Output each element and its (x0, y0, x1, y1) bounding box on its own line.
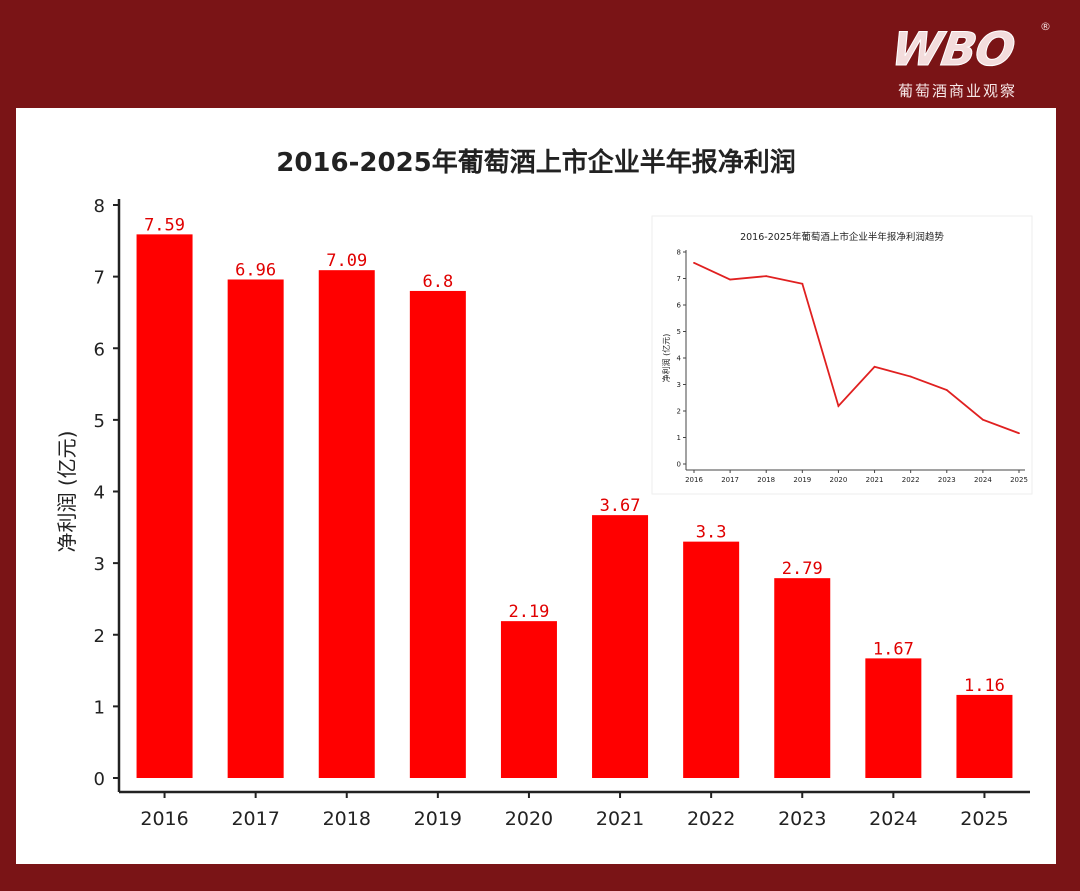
inset-y-tick-label: 8 (677, 249, 681, 257)
x-tick-label: 2024 (869, 808, 917, 830)
y-axis-label: 净利润 (亿元) (55, 431, 79, 553)
inset-x-tick-label: 2016 (685, 476, 703, 484)
y-tick-label: 1 (94, 697, 105, 718)
bar (774, 578, 831, 778)
x-tick-label: 2025 (960, 808, 1008, 830)
bar-value-label: 7.09 (326, 251, 367, 271)
inset-y-tick-label: 3 (677, 381, 681, 389)
inset-data-point (909, 375, 912, 378)
x-tick-label: 2016 (140, 808, 188, 830)
inset-y-tick-label: 4 (677, 355, 682, 363)
inset-data-point (801, 282, 804, 285)
y-tick-label: 0 (94, 769, 105, 790)
y-tick-label: 8 (94, 196, 105, 217)
inset-data-point (945, 389, 948, 391)
brand-logo-mark: WBO (888, 22, 1018, 77)
bar-value-label: 3.67 (600, 496, 641, 516)
bar (409, 290, 466, 778)
bar (956, 694, 1013, 778)
inset-x-tick-label: 2018 (757, 476, 775, 484)
main-bar-chart: 2016-2025年葡萄酒上市企业半年报净利润 0 1 2 3 4 5 6 7 8 净利润 (亿元)… (55, 147, 1030, 830)
bar (683, 541, 740, 778)
y-tick-label: 7 (94, 268, 105, 289)
inset-data-point (837, 405, 840, 407)
x-tick-label: 2018 (323, 808, 371, 830)
inset-background (651, 215, 1033, 495)
y-tick-label: 4 (94, 483, 105, 504)
y-tick-label: 6 (94, 339, 105, 360)
inset-x-tick-label: 2025 (1010, 476, 1028, 484)
brand-logo: WBO ® 葡萄酒商业观察 (880, 18, 1060, 104)
inset-y-tick-label: 0 (677, 461, 681, 469)
registered-mark: ® (1040, 20, 1051, 33)
inset-x-tick-label: 2019 (793, 476, 811, 484)
inset-data-point (1018, 432, 1020, 435)
bar (227, 279, 284, 778)
inset-y-tick-label: 5 (677, 328, 681, 336)
bar-value-label: 1.16 (964, 676, 1005, 696)
bar-value-label: 1.67 (873, 639, 914, 659)
inset-data-point (981, 418, 984, 421)
inset-y-tick-label: 7 (677, 275, 681, 283)
brand-tagline: 葡萄酒商业观察 (898, 82, 1018, 100)
bar-value-label: 7.59 (144, 215, 185, 235)
bar (500, 621, 557, 778)
y-tick-label: 5 (94, 411, 105, 432)
x-tick-label: 2019 (414, 808, 462, 830)
chart-panel: 2016-2025年葡萄酒上市企业半年报净利润 0 1 2 3 4 5 6 7 8 净利润 (亿元)… (16, 108, 1056, 864)
inset-line-chart: 2016-2025年葡萄酒上市企业半年报净利润趋势 0 1 2 3 4 5 6 7 8 净利润 (亿… (651, 215, 1033, 495)
x-tick-label: 2021 (596, 808, 644, 830)
inset-data-point (873, 365, 876, 368)
bar (865, 658, 922, 778)
x-tick-label: 2022 (687, 808, 735, 830)
bar-value-label: 2.19 (508, 602, 549, 622)
inset-data-point (729, 278, 732, 281)
inset-data-point (765, 275, 768, 278)
inset-y-axis-label: 净利润 (亿元) (661, 334, 671, 383)
x-tick-label: 2017 (231, 808, 279, 830)
y-tick-label: 3 (94, 554, 105, 575)
bar-value-label: 6.96 (235, 260, 276, 280)
inset-y-tick-label: 2 (677, 408, 681, 416)
inset-y-tick-label: 6 (677, 302, 682, 310)
bar (136, 234, 193, 779)
inset-data-point (693, 261, 695, 264)
bar (592, 515, 649, 778)
chart-title: 2016-2025年葡萄酒上市企业半年报净利润 (276, 147, 796, 178)
inset-x-tick-label: 2020 (830, 476, 848, 484)
inset-series-line (693, 262, 1020, 435)
y-tick-label: 2 (94, 626, 105, 647)
x-tick-label: 2023 (778, 808, 826, 830)
bar-value-label: 6.8 (422, 272, 453, 292)
bar-value-label: 3.3 (696, 523, 727, 543)
bar (318, 270, 375, 778)
inset-y-tick-label: 1 (677, 434, 681, 442)
inset-x-tick-label: 2017 (721, 476, 739, 484)
inset-x-tick-label: 2022 (902, 476, 920, 484)
inset-x-tick-label: 2024 (974, 476, 992, 484)
inset-title: 2016-2025年葡萄酒上市企业半年报净利润趋势 (740, 231, 944, 243)
inset-x-tick-label: 2021 (866, 476, 884, 484)
x-tick-label: 2020 (505, 808, 553, 830)
bar-value-label: 2.79 (782, 559, 823, 579)
inset-x-tick-label: 2023 (938, 476, 956, 484)
